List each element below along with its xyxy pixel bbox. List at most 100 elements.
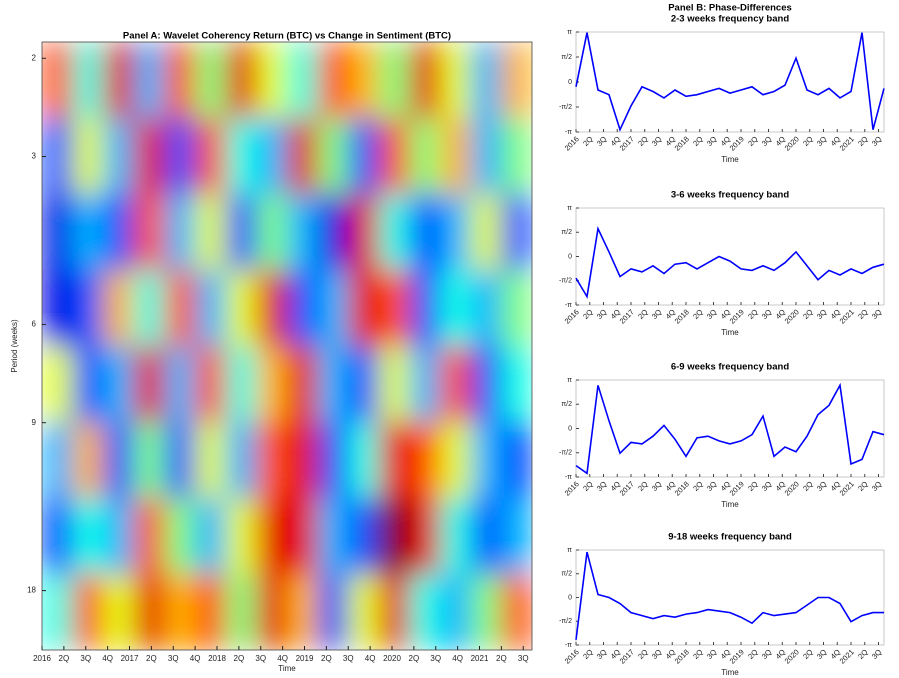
heatmap-cell <box>378 118 410 195</box>
heatmap-cell <box>409 42 441 119</box>
x-tick-label: 2020 <box>383 654 401 663</box>
y-tick-label: 6 <box>32 320 37 329</box>
heatmap-cell <box>103 118 135 195</box>
y-tick-label: 2 <box>32 53 37 62</box>
x-tick-label: 2018 <box>208 654 226 663</box>
phase-line <box>575 382 885 475</box>
heatmap-cell <box>317 574 349 650</box>
heatmap-cell <box>225 194 257 271</box>
y-tick-label: 0 <box>568 79 572 86</box>
y-tick-label: π <box>567 205 572 212</box>
y-tick-label: 0 <box>568 253 572 260</box>
heatmap-cell <box>103 574 135 650</box>
heatmap-cell <box>72 42 104 119</box>
heatmap-cell <box>42 42 74 119</box>
heatmap-clip <box>42 42 532 650</box>
heatmap-cell <box>195 42 227 119</box>
heatmap-cell <box>378 270 410 347</box>
heatmap-cell <box>133 118 165 195</box>
heatmap-cell <box>470 118 502 195</box>
x-tick-label: 4Q <box>365 654 376 663</box>
heatmap-cell <box>42 422 74 499</box>
heatmap-cell <box>42 574 74 650</box>
panel-title: Panel B: Phase-Differences <box>668 3 792 14</box>
heatmap-cell <box>72 270 104 347</box>
heatmap-cell <box>348 194 380 271</box>
heatmap-cell <box>348 346 380 423</box>
heatmap-cell <box>378 574 410 650</box>
y-tick-label: -π <box>565 302 572 309</box>
heatmap-cell <box>72 194 104 271</box>
heatmap-cell <box>72 346 104 423</box>
heatmap-cell <box>225 346 257 423</box>
heatmap-cell <box>72 574 104 650</box>
chart-title: 3-6 weeks frequency band <box>671 190 789 201</box>
heatmap-cell <box>133 422 165 499</box>
heatmap-cell <box>225 42 257 119</box>
x-tick-label: 3Q <box>430 654 441 663</box>
chart-title: 6-9 weeks frequency band <box>671 362 789 373</box>
heatmap-cell <box>103 422 135 499</box>
heatmap-cell <box>409 194 441 271</box>
heatmap-cell <box>256 270 288 347</box>
y-tick-label: π <box>567 29 572 36</box>
heatmap-cell <box>501 422 532 499</box>
heatmap-cell <box>317 270 349 347</box>
heatmap-cell <box>440 422 472 499</box>
heatmap-cell <box>195 498 227 575</box>
plot-frame <box>575 549 885 646</box>
heatmap-cell <box>133 498 165 575</box>
heatmap-cell <box>287 422 319 499</box>
heatmap-cell <box>103 42 135 119</box>
heatmap-cell <box>409 270 441 347</box>
x-axis-label: Time <box>721 500 739 509</box>
x-tick-label: 2Q <box>496 654 507 663</box>
y-tick-label: π/2 <box>561 571 572 578</box>
heatmap-cell <box>501 346 532 423</box>
heatmap-cell <box>348 574 380 650</box>
x-tick-label: 2019 <box>296 654 314 663</box>
heatmap-cell <box>470 574 502 650</box>
chart-title: Panel A: Wavelet Coherency Return (BTC) … <box>123 31 451 42</box>
heatmap-cell <box>501 194 532 271</box>
x-tick-label: 2016 <box>33 654 51 663</box>
heatmap-cell <box>225 270 257 347</box>
x-axis-label: Time <box>278 664 296 673</box>
heatmap-cell <box>287 346 319 423</box>
heatmap-cell <box>440 498 472 575</box>
heatmap-cell <box>317 194 349 271</box>
x-tick-label: 4Q <box>277 654 288 663</box>
heatmap-cell <box>348 498 380 575</box>
heatmap-cell <box>409 574 441 650</box>
phase-line <box>575 226 885 299</box>
plot-frame <box>575 31 885 133</box>
heatmap-cell <box>103 194 135 271</box>
plot-frame <box>575 379 885 478</box>
heatmap-cell <box>103 498 135 575</box>
heatmap-cell <box>42 346 74 423</box>
heatmap-cell <box>470 42 502 119</box>
y-tick-label: 0 <box>568 594 572 601</box>
heatmap-cell <box>440 118 472 195</box>
heatmap-cell <box>348 270 380 347</box>
plot-frame <box>41 41 533 651</box>
heatmap-cell <box>164 118 196 195</box>
heatmap-cell <box>501 42 532 119</box>
heatmap-cell <box>195 574 227 650</box>
heatmap-cell <box>287 42 319 119</box>
chart-title: 9-18 weeks frequency band <box>668 532 792 543</box>
y-tick-label: 3 <box>32 152 37 161</box>
heatmap-cell <box>225 574 257 650</box>
heatmap-cell <box>409 346 441 423</box>
heatmap-cell <box>440 270 472 347</box>
heatmap-cell <box>378 42 410 119</box>
heatmap-cell <box>470 194 502 271</box>
heatmap-cell <box>72 422 104 499</box>
heatmap-cell <box>256 42 288 119</box>
chart-title: 2-3 weeks frequency band <box>671 14 789 25</box>
heatmap-cell <box>225 498 257 575</box>
heatmap-cell <box>225 422 257 499</box>
heatmap-cell <box>317 498 349 575</box>
